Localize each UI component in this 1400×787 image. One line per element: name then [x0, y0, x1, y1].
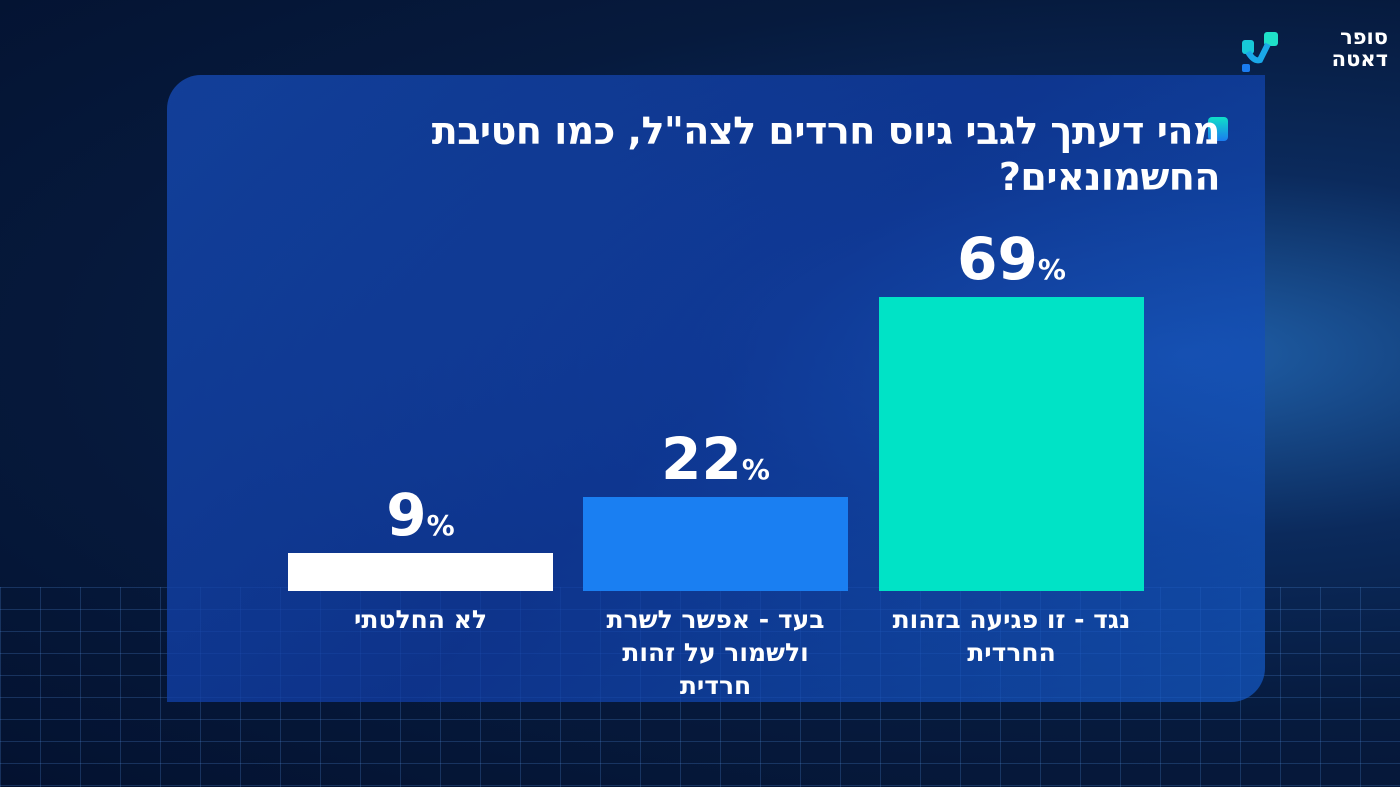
- data-label-2: 9%: [386, 480, 455, 549]
- logo-line2: דאטה: [1331, 47, 1388, 71]
- chart-title: מהי דעתך לגבי גיוס חרדים לצה"ל, כמו חטיב…: [431, 109, 1221, 199]
- bar-1: [583, 497, 848, 591]
- data-label-1: 22%: [661, 425, 770, 494]
- logo-line1: סופר: [1340, 25, 1388, 49]
- category-label-1: בעד - אפשר לשרת ולשמור על זהות חרדית: [606, 605, 825, 700]
- category-label-2: לא החלטתי: [354, 605, 487, 634]
- title-bullet-icon: [1208, 117, 1228, 141]
- logo: סופר דאטה: [1238, 26, 1388, 76]
- logo-icon: [1242, 32, 1278, 72]
- data-label-0: 69%: [957, 225, 1066, 293]
- bar-0: [879, 297, 1144, 591]
- bar-2: [288, 552, 553, 591]
- category-label-0: נגד - זו פגיעה בזהות החרדית: [892, 605, 1131, 667]
